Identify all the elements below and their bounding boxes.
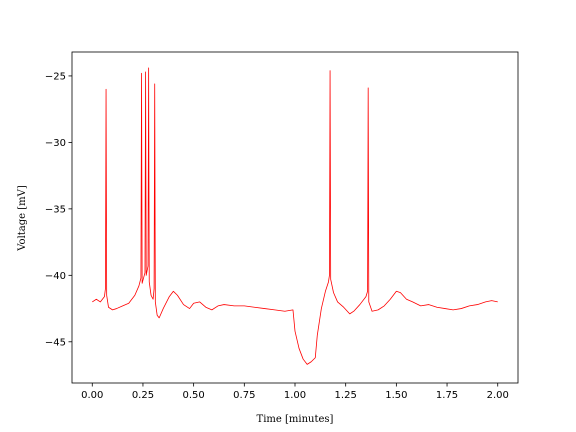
x-tick-label: 1.00 bbox=[284, 390, 306, 401]
y-tick-label: −40 bbox=[45, 271, 66, 282]
x-tick-label: 0.00 bbox=[81, 390, 103, 401]
x-tick-label: 0.50 bbox=[183, 390, 205, 401]
y-tick-label: −45 bbox=[45, 337, 66, 348]
y-tick-label: −35 bbox=[45, 204, 66, 215]
y-axis-label: Voltage [mV] bbox=[17, 185, 28, 252]
y-tick-label: −25 bbox=[45, 71, 66, 82]
x-tick-label: 1.25 bbox=[335, 390, 357, 401]
x-tick-label: 0.75 bbox=[233, 390, 255, 401]
voltage-line bbox=[92, 67, 498, 365]
y-tick-label: −30 bbox=[45, 138, 66, 149]
plot-frame bbox=[71, 51, 519, 384]
x-tick-label: 0.25 bbox=[132, 390, 154, 401]
x-tick-label: 2.00 bbox=[487, 390, 509, 401]
x-axis-label: Time [minutes] bbox=[257, 414, 334, 425]
x-tick-label: 1.50 bbox=[385, 390, 407, 401]
x-tick-label: 1.75 bbox=[436, 390, 458, 401]
